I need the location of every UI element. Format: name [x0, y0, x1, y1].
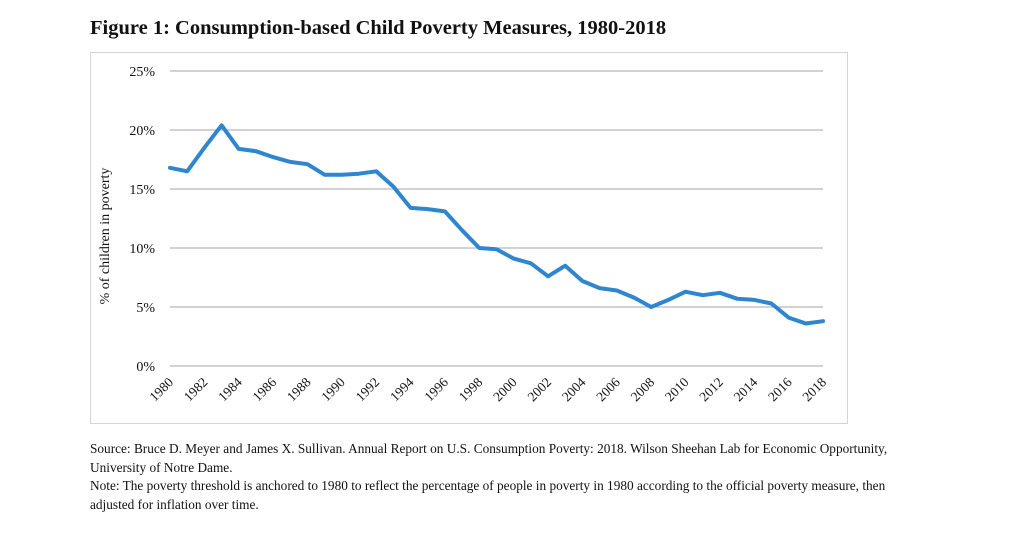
x-tick-label: 2002	[524, 375, 554, 405]
figure-title: Figure 1: Consumption-based Child Povert…	[90, 17, 667, 39]
y-tick-label: 15%	[129, 183, 155, 198]
x-tick-label: 1984	[215, 374, 245, 404]
x-tick-label: 1994	[387, 374, 417, 404]
x-tick-label: 2006	[593, 374, 623, 404]
x-tick-label: 1990	[318, 374, 348, 404]
x-tick-label: 1998	[456, 374, 486, 404]
x-tick-label: 1982	[181, 375, 211, 405]
x-tick-label: 1986	[250, 374, 280, 404]
x-tick-label: 2018	[799, 374, 829, 404]
y-tick-label: 0%	[136, 360, 155, 375]
x-tick-label: 1988	[284, 374, 314, 404]
y-axis-label: % of children in poverty	[98, 168, 113, 305]
x-tick-label: 2008	[628, 374, 658, 404]
methodology-note: Note: The poverty threshold is anchored …	[90, 478, 886, 512]
x-tick-label: 2012	[696, 375, 726, 405]
x-tick-label: 1980	[146, 374, 176, 404]
y-tick-label: 5%	[136, 301, 155, 316]
y-axis-ticks: 0% 5% 10% 15% 20% 25%	[129, 65, 155, 375]
x-tick-label: 1996	[421, 374, 451, 404]
x-tick-label: 1992	[353, 375, 383, 405]
y-tick-label: 20%	[129, 124, 155, 139]
source-note: Source: Bruce D. Meyer and James X. Sull…	[90, 441, 888, 475]
x-tick-label: 2016	[765, 374, 795, 404]
y-tick-label: 25%	[129, 65, 155, 80]
x-tick-label: 2010	[662, 374, 692, 404]
series-line	[168, 123, 825, 326]
x-tick-label: 2000	[490, 374, 520, 404]
x-tick-label: 2004	[559, 374, 589, 404]
y-tick-label: 10%	[129, 242, 155, 257]
figure-notes: Source: Bruce D. Meyer and James X. Sull…	[90, 440, 930, 514]
x-tick-label: 2014	[731, 374, 761, 404]
chart-frame	[90, 52, 848, 424]
series-layer	[168, 123, 825, 326]
gridlines	[170, 70, 823, 367]
x-axis-ticks: 1980 1982 1984 1986 1988 1990 1992 1994 1996 1998…	[146, 374, 829, 404]
